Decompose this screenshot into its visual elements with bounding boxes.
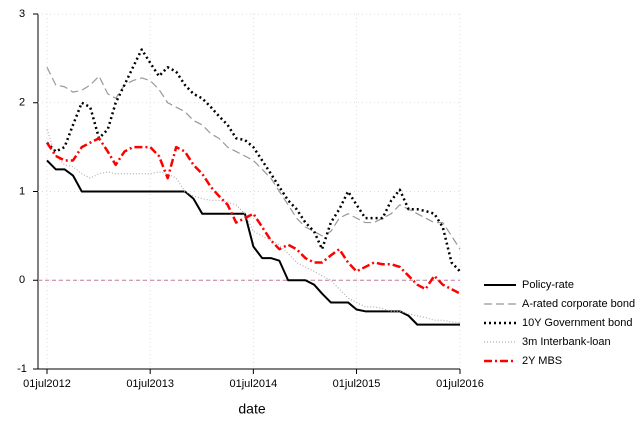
series-line <box>46 129 461 324</box>
series-line <box>46 48 461 273</box>
x-tick-label: 01jul2013 <box>126 378 174 390</box>
y-tick-label: 1 <box>19 185 25 197</box>
legend-label: A-rated corporate bond <box>522 298 635 310</box>
legend-label: 10Y Government bond <box>522 317 632 329</box>
series-line <box>46 66 461 250</box>
legend-label: 3m Interbank-loan <box>522 336 611 348</box>
x-tick-label: 01jul2016 <box>436 378 484 390</box>
y-tick-label: 3 <box>19 8 25 20</box>
x-tick-label: 01jul2012 <box>23 378 71 390</box>
y-tick-label: 0 <box>19 274 25 286</box>
series-line <box>45 137 461 295</box>
x-tick-label: 01jul2014 <box>229 378 277 390</box>
x-axis-title: date <box>238 401 265 417</box>
y-tick-label: -1 <box>17 363 27 375</box>
legend-label: 2Y MBS <box>522 355 562 367</box>
legend-label: Policy-rate <box>522 279 574 291</box>
x-tick-label: 01jul2015 <box>333 378 381 390</box>
y-tick-label: 2 <box>19 97 25 109</box>
